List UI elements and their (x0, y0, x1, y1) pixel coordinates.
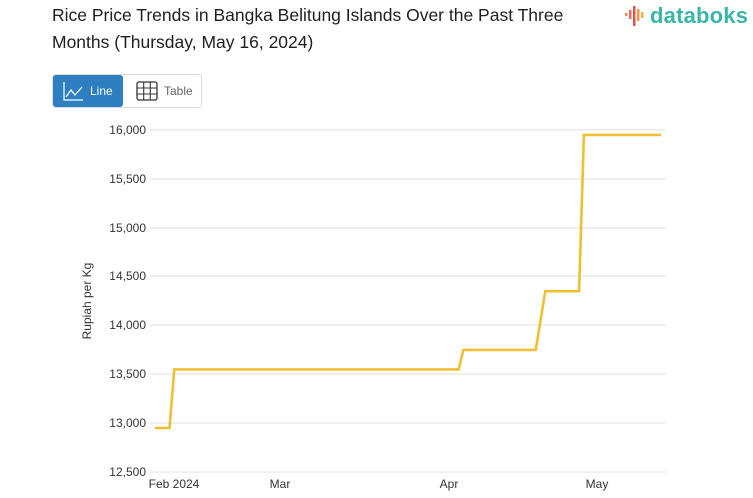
line-view-label: Line (90, 84, 113, 98)
y-axis-label: Rupiah per Kg (80, 263, 94, 340)
x-tick: Feb 2024 (149, 477, 200, 491)
table-view-button[interactable]: Table (133, 75, 203, 107)
y-tick: 13,000 (109, 416, 146, 430)
gridlines (150, 129, 666, 473)
x-tick: Apr (440, 477, 459, 491)
y-tick: 15,500 (109, 172, 146, 186)
y-axis-ticks: 16,000 15,500 15,000 14,500 14,000 13,50… (109, 123, 146, 479)
y-tick: 16,000 (109, 123, 146, 137)
x-tick: Mar (270, 477, 291, 491)
table-grid-icon (136, 81, 158, 101)
line-chart-icon (63, 82, 83, 101)
line-view-button[interactable]: Line (53, 75, 123, 107)
y-tick: 14,500 (109, 269, 146, 283)
price-line[interactable] (155, 133, 661, 430)
databoks-logo[interactable]: databoks (624, 2, 748, 30)
y-tick: 12,500 (109, 465, 146, 479)
y-tick: 15,000 (109, 221, 146, 235)
table-view-label: Table (164, 84, 193, 98)
logo-text: databoks (650, 3, 749, 28)
view-toggle: Line Table (52, 74, 202, 108)
y-tick: 14,000 (109, 318, 146, 332)
x-tick: May (586, 477, 609, 491)
x-axis-ticks: Feb 2024 Mar Apr May (149, 477, 609, 491)
databoks-bars-icon (625, 6, 644, 26)
chart-title: Rice Price Trends in Bangka Belitung Isl… (52, 5, 564, 52)
y-tick: 13,500 (109, 367, 146, 381)
